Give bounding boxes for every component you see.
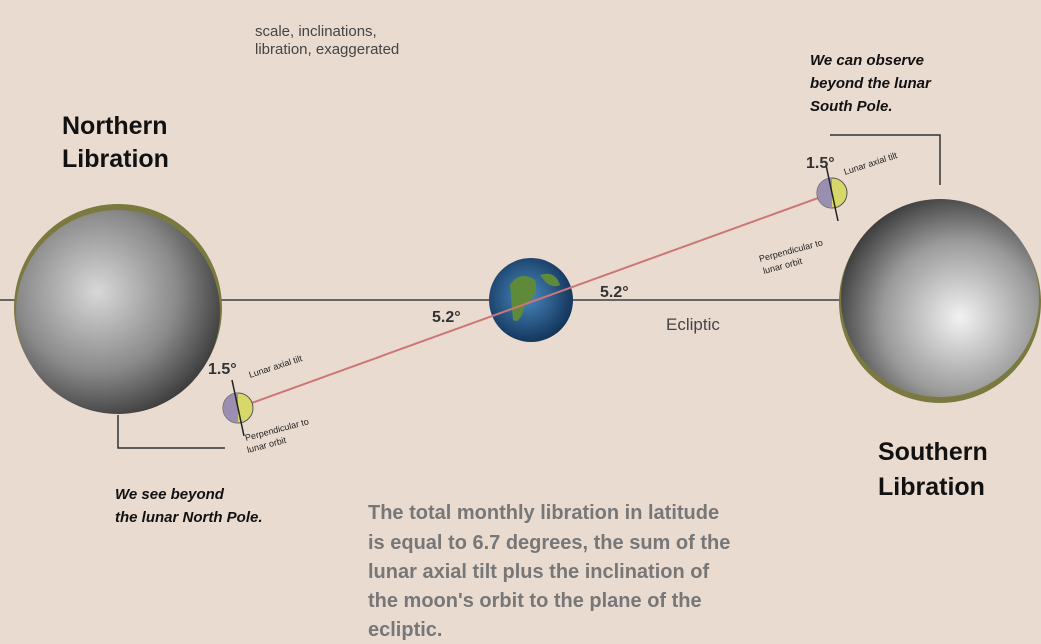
title: Libration <box>878 473 985 501</box>
caption: South Pole. <box>810 98 893 115</box>
earth <box>489 258 573 342</box>
note-line: libration, exaggerated <box>255 41 399 58</box>
caption: We can observe <box>810 52 924 69</box>
angle-label: 5.2° <box>600 284 629 301</box>
summary-line: the moon's orbit to the plane of the <box>368 590 702 612</box>
northern-moon <box>16 210 220 414</box>
summary-line: ecliptic. <box>368 619 442 641</box>
tilt-label: 1.5° <box>806 155 835 172</box>
summary-line: lunar axial tilt plus the inclination of <box>368 561 709 583</box>
ecliptic-label: Ecliptic <box>666 315 720 334</box>
caption: beyond the lunar <box>810 75 932 92</box>
diagram: scale, inclinations, libration, exaggera… <box>0 0 1041 644</box>
title: Southern <box>878 438 988 466</box>
caption: We see beyond <box>115 486 225 503</box>
title: Northern <box>62 112 168 140</box>
caption: the lunar North Pole. <box>115 509 263 526</box>
title: Libration <box>62 145 169 173</box>
summary-line: is equal to 6.7 degrees, the sum of the <box>368 532 730 554</box>
note-line: scale, inclinations, <box>255 23 377 40</box>
summary-line: The total monthly libration in latitude <box>368 502 719 524</box>
tilt-label: 1.5° <box>208 361 237 378</box>
angle-label: 5.2° <box>432 309 461 326</box>
southern-moon <box>841 199 1039 397</box>
